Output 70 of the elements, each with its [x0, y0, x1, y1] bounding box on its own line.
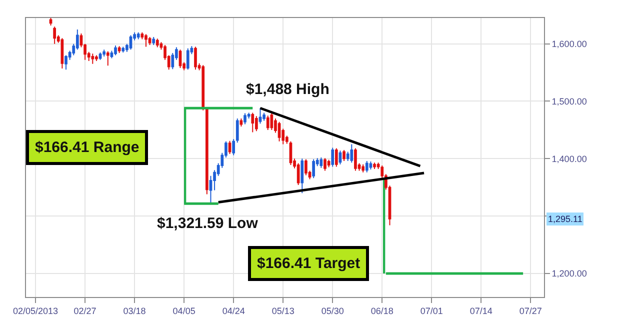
y-tick-label: 1,200.00 [552, 268, 587, 279]
x-tick-label: 03/18 [123, 306, 146, 316]
candlestick [270, 112, 274, 130]
x-tick-label: 04/05 [172, 306, 196, 316]
candlestick [365, 160, 368, 173]
candlestick [49, 18, 52, 26]
candlestick [60, 38, 64, 70]
x-tick-label: 07/01 [420, 306, 443, 316]
annotation: $166.41 Target [257, 255, 360, 272]
candlestick [236, 118, 239, 144]
candlestick [278, 121, 281, 142]
candlestick [53, 26, 56, 44]
candlestick [342, 150, 346, 162]
candlestick [240, 118, 243, 127]
candlestick [369, 161, 372, 170]
candlestick [296, 162, 300, 186]
candlestick [350, 144, 354, 164]
annotation: $1,488 High [246, 81, 330, 98]
x-tick-label: 06/18 [370, 306, 394, 316]
annotation: $166.41 Range [35, 139, 140, 156]
candlestick [186, 48, 190, 70]
candlestick [202, 64, 205, 111]
candlestick [106, 50, 110, 66]
y-tick-label: 1,500.00 [552, 96, 587, 106]
candlestick [338, 150, 342, 165]
candlestick [144, 34, 148, 48]
candlestick [331, 147, 334, 168]
candlestick [362, 164, 365, 173]
annotation: $1,321.59 Low [157, 215, 258, 232]
candlestick [102, 49, 106, 57]
candlestick [122, 46, 125, 53]
candlestick [228, 140, 232, 155]
candlestick [244, 112, 246, 125]
candlestick [354, 148, 357, 172]
candlestick [255, 116, 258, 132]
candlestick [194, 46, 197, 70]
candlestick [152, 36, 156, 46]
x-tick-label: 07/27 [519, 306, 542, 316]
candlestick [373, 162, 376, 170]
x-tick-label: 05/13 [272, 306, 294, 316]
candlestick [266, 115, 270, 130]
annotation: 1,295.11 [548, 214, 582, 224]
candlestick [98, 52, 102, 60]
candlestick [251, 112, 254, 133]
candlestick [129, 34, 132, 50]
candlestick [320, 157, 323, 168]
candlestick [232, 138, 236, 156]
candlestick [304, 158, 308, 176]
candlestick [300, 158, 304, 194]
x-tick-label: 07/14 [470, 306, 492, 316]
candlestick [327, 159, 330, 168]
y-tick-label: 1,400.00 [552, 154, 587, 164]
candlestick [95, 54, 98, 62]
candlestick [91, 53, 94, 64]
candlestick [114, 45, 117, 56]
candlestick [262, 112, 266, 122]
candlestick [156, 38, 159, 48]
x-tick-label: 04/24 [222, 306, 245, 316]
x-tick-label: 02/05/2013 [12, 306, 58, 316]
x-tick-label: 02/27 [74, 306, 96, 316]
x-tick-label: 05/30 [321, 306, 344, 316]
candlestick [136, 32, 140, 40]
candlestick [324, 158, 326, 172]
candlestick [64, 54, 68, 70]
candlestick [312, 158, 315, 179]
y-tick-label: 1,600.00 [552, 38, 587, 49]
candlestick [118, 46, 121, 54]
candlestick [334, 148, 338, 168]
candlestick [258, 108, 262, 124]
candlestick [148, 36, 152, 46]
